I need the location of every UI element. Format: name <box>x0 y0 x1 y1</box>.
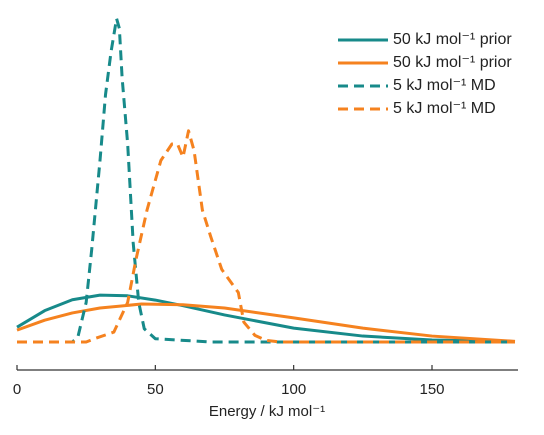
data-line <box>17 129 515 344</box>
x-tick-label: 150 <box>419 381 444 398</box>
legend-label: 5 kJ mol⁻¹ MD <box>393 100 496 117</box>
legend-label: 50 kJ mol⁻¹ prior <box>393 31 512 48</box>
data-line <box>16 302 516 343</box>
x-axis-label: Energy / kJ mol⁻¹ <box>209 403 325 420</box>
x-tick-label: 0 <box>13 381 21 398</box>
legend-label: 50 kJ mol⁻¹ prior <box>393 54 512 71</box>
data-line <box>17 17 515 344</box>
legend: 50 kJ mol⁻¹ prior 50 kJ mol⁻¹ prior 5 kJ m… <box>338 31 512 117</box>
x-tick-label: 100 <box>281 381 306 398</box>
x-tick-label: 50 <box>147 381 164 398</box>
data-line <box>16 293 516 344</box>
legend-label: 5 kJ mol⁻¹ MD <box>393 77 496 94</box>
